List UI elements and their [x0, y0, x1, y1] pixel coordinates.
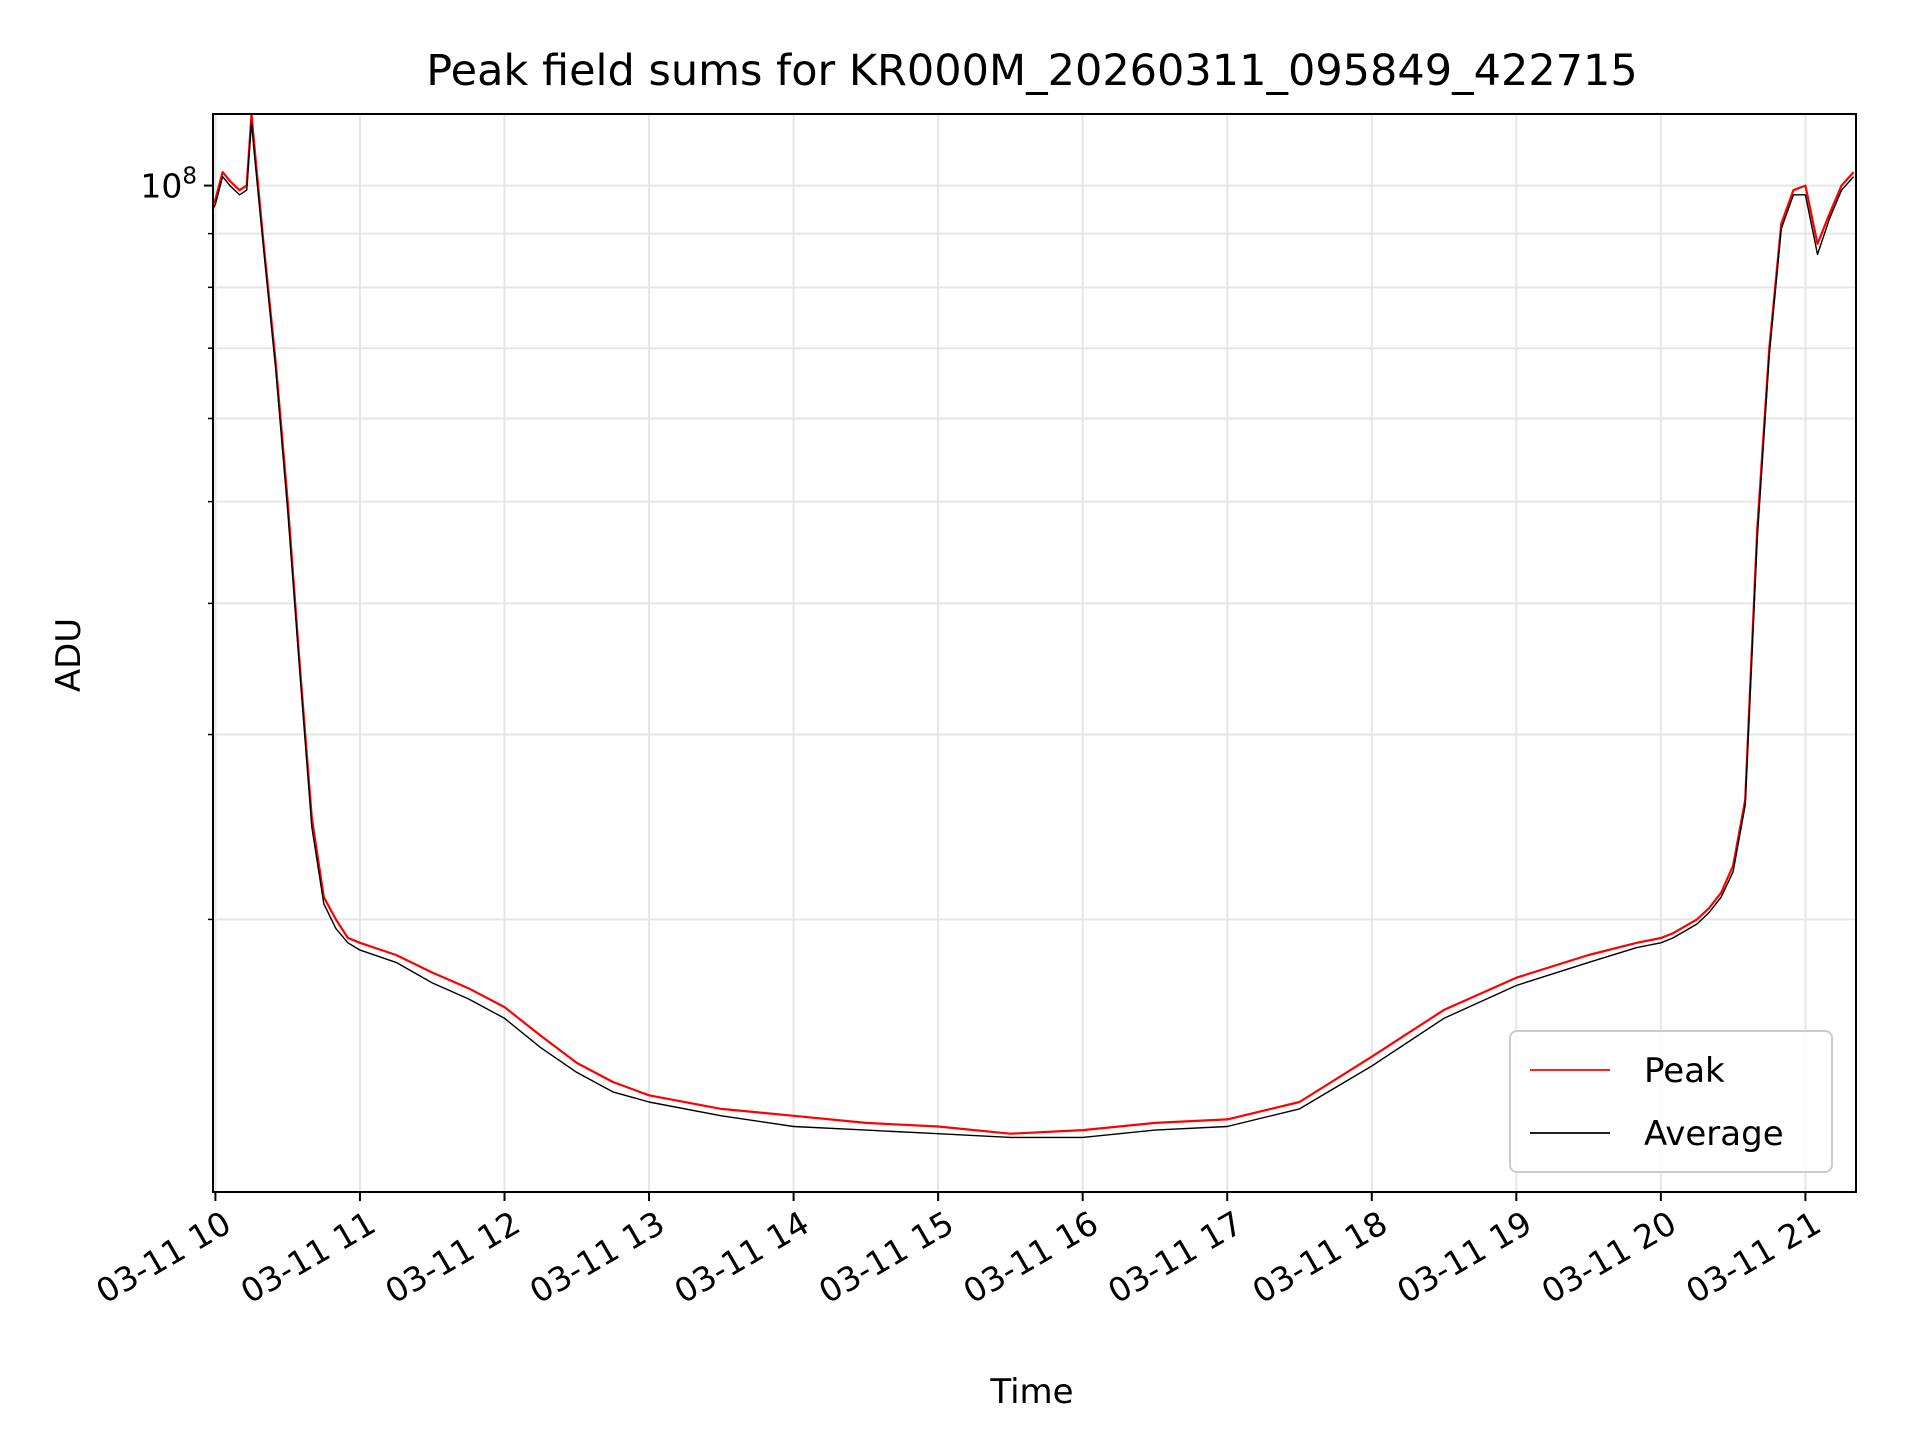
y-axis-label: ADU [49, 618, 89, 692]
y-tick-label: 108 [140, 164, 197, 206]
x-axis-label: Time [989, 1372, 1073, 1412]
legend-label-peak: Peak [1644, 1051, 1725, 1091]
legend: Peak Average [1509, 1030, 1833, 1173]
legend-box [1509, 1030, 1833, 1173]
series-line-average [212, 121, 1855, 1139]
series-layer [212, 112, 1855, 1139]
y-axis-ticks: 108 [140, 164, 213, 921]
axes-frame [212, 113, 1857, 1193]
chart-title: Peak field sums for KR000M_20260311_0958… [426, 46, 1638, 96]
grid [213, 114, 1856, 1192]
legend-label-average: Average [1644, 1114, 1784, 1154]
